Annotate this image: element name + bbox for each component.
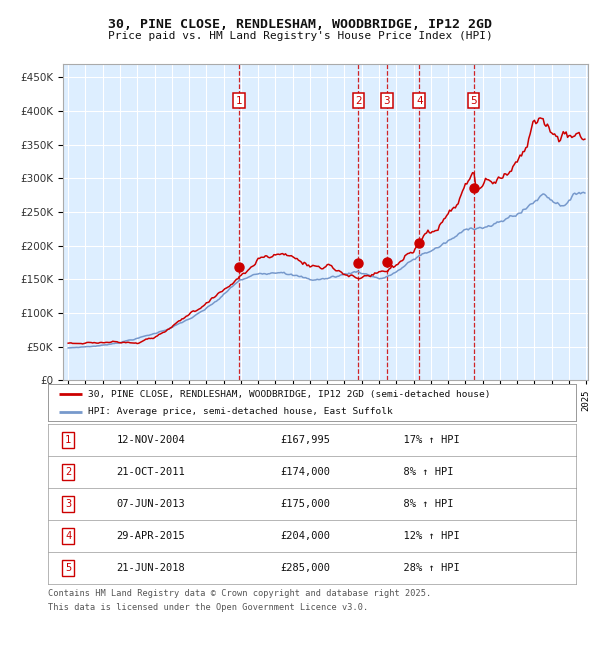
Text: 1: 1 (65, 436, 71, 445)
Text: Price paid vs. HM Land Registry's House Price Index (HPI): Price paid vs. HM Land Registry's House … (107, 31, 493, 42)
Text: 1: 1 (235, 96, 242, 106)
Text: 4: 4 (416, 96, 422, 106)
Text: £204,000: £204,000 (280, 531, 331, 541)
Text: 5: 5 (470, 96, 477, 106)
Text: 5: 5 (65, 563, 71, 573)
Text: £167,995: £167,995 (280, 436, 331, 445)
Text: 8% ↑ HPI: 8% ↑ HPI (391, 499, 454, 509)
Text: £175,000: £175,000 (280, 499, 331, 509)
Text: Contains HM Land Registry data © Crown copyright and database right 2025.: Contains HM Land Registry data © Crown c… (48, 589, 431, 598)
Text: 3: 3 (65, 499, 71, 509)
Text: 30, PINE CLOSE, RENDLESHAM, WOODBRIDGE, IP12 2GD: 30, PINE CLOSE, RENDLESHAM, WOODBRIDGE, … (108, 18, 492, 31)
Text: 3: 3 (383, 96, 390, 106)
Text: 29-APR-2015: 29-APR-2015 (116, 531, 185, 541)
Text: 8% ↑ HPI: 8% ↑ HPI (391, 467, 454, 477)
Text: HPI: Average price, semi-detached house, East Suffolk: HPI: Average price, semi-detached house,… (88, 408, 392, 417)
Text: 2: 2 (355, 96, 362, 106)
Text: £285,000: £285,000 (280, 563, 331, 573)
Text: This data is licensed under the Open Government Licence v3.0.: This data is licensed under the Open Gov… (48, 603, 368, 612)
Text: 12-NOV-2004: 12-NOV-2004 (116, 436, 185, 445)
Text: 4: 4 (65, 531, 71, 541)
Text: 21-JUN-2018: 21-JUN-2018 (116, 563, 185, 573)
Text: 07-JUN-2013: 07-JUN-2013 (116, 499, 185, 509)
Text: £174,000: £174,000 (280, 467, 331, 477)
Text: 30, PINE CLOSE, RENDLESHAM, WOODBRIDGE, IP12 2GD (semi-detached house): 30, PINE CLOSE, RENDLESHAM, WOODBRIDGE, … (88, 389, 490, 398)
Text: 17% ↑ HPI: 17% ↑ HPI (391, 436, 460, 445)
Text: 21-OCT-2011: 21-OCT-2011 (116, 467, 185, 477)
Text: 28% ↑ HPI: 28% ↑ HPI (391, 563, 460, 573)
Text: 12% ↑ HPI: 12% ↑ HPI (391, 531, 460, 541)
Text: 2: 2 (65, 467, 71, 477)
